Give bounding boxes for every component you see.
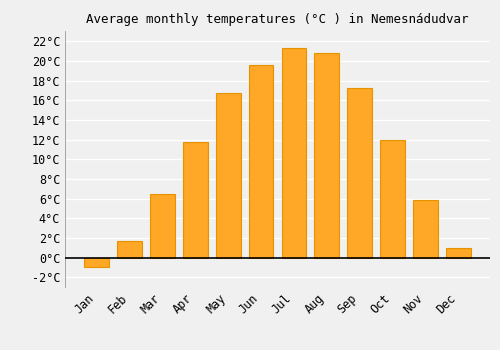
Bar <box>413 199 438 258</box>
Bar <box>150 194 174 258</box>
Title: Average monthly temperatures (°C ) in Nemesnádudvar: Average monthly temperatures (°C ) in Ne… <box>86 13 469 26</box>
Bar <box>446 248 470 258</box>
Bar <box>380 140 405 258</box>
Bar <box>314 53 339 258</box>
Bar <box>84 258 109 267</box>
Bar <box>117 241 142 258</box>
Bar <box>183 141 208 258</box>
Bar <box>216 93 240 258</box>
Bar <box>248 65 274 258</box>
Bar <box>282 48 306 258</box>
Bar <box>348 88 372 258</box>
